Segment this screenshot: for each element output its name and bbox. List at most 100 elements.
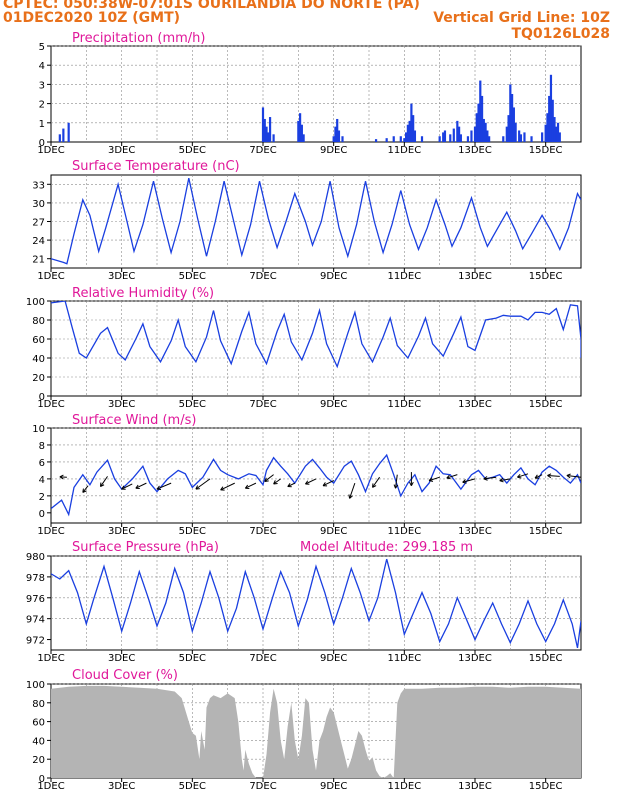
wind-vector [499, 478, 511, 482]
precip-ytick-label: 1 [39, 119, 45, 130]
wind-vector [322, 480, 334, 487]
wind-vector [428, 476, 440, 482]
wind-vector [349, 482, 356, 499]
precip-bar [544, 124, 547, 142]
wind-vector [100, 476, 108, 487]
wind-vector [534, 474, 543, 479]
precip-bar [392, 136, 395, 142]
precip-bar [405, 132, 408, 142]
wind-vector [372, 476, 381, 488]
grid-line-note: Vertical Grid Line: 10Z [433, 10, 610, 26]
precip-bar [336, 118, 339, 142]
pres-ytick-label: 978 [26, 573, 45, 584]
precip-bar [337, 130, 341, 142]
wind-vector-head [99, 482, 105, 487]
rh-ytick-label: 100 [26, 297, 45, 308]
precip-bar [549, 74, 553, 142]
wind-line [51, 453, 581, 517]
precip-bar [480, 95, 484, 142]
precip-bar [477, 103, 480, 142]
wind-vector-head [547, 473, 552, 479]
temp-xtick-label: 3DEC [108, 271, 135, 282]
pres-ytick-label: 972 [26, 636, 45, 647]
precip-xtick-label: 13DEC [458, 145, 492, 156]
precip-bar [420, 136, 424, 142]
precip-bar [399, 136, 402, 142]
wind-vector [245, 482, 257, 489]
pres-xtick-label: 7DEC [249, 653, 276, 664]
wind-vector-head [322, 482, 328, 487]
chart-header: CPTEC: 050:38W-07:01S OURILANDIA DO NORT… [0, 0, 618, 46]
precip-xtick-label: 5DEC [179, 145, 206, 156]
precip-bar [473, 126, 477, 142]
precip-ytick-label: 2 [39, 100, 45, 111]
precip-bar [332, 136, 335, 142]
wind-vector-head [156, 485, 162, 490]
rh-xtick-label: 5DEC [179, 399, 206, 410]
precip-bar [558, 132, 561, 142]
wind-vector-head [305, 480, 310, 485]
wind-vector-head [59, 474, 64, 480]
precip-bar [67, 122, 70, 142]
wind-ytick-label: 10 [32, 424, 45, 435]
wind-vector-head [428, 477, 434, 482]
pres-title: Surface Pressure (hPa) [72, 540, 219, 555]
precip-bar [413, 130, 417, 142]
temp-xtick-label: 7DEC [249, 271, 276, 282]
precip-ytick-label: 0 [39, 138, 45, 149]
temp-panel: 21 24 27 30 33 1DEC 3DEC 5DEC 7DEC 9DEC 11DEC 13DEC… [32, 159, 582, 282]
precip-bar [518, 130, 521, 142]
precip-bar [58, 134, 61, 142]
precip-bar [406, 124, 409, 142]
precip-bar [443, 130, 447, 142]
cloud-xtick-label: 13DEC [458, 781, 492, 792]
precip-bar [272, 134, 275, 142]
precip-bar [268, 117, 272, 142]
precip-xtick-label: 11DEC [387, 145, 421, 156]
precip-bar [261, 107, 265, 142]
pres-data [51, 558, 581, 649]
precip-bar [514, 122, 517, 142]
wind-xtick-label: 5DEC [179, 526, 206, 537]
precip-bar [484, 122, 487, 142]
wind-vector-head [135, 484, 140, 489]
precip-bar [403, 138, 406, 142]
precip-bar [548, 95, 551, 142]
wind-vector [446, 474, 458, 479]
temp-ytick-label: 24 [32, 236, 45, 247]
wind-ytick-label: 4 [39, 475, 45, 486]
cloud-xtick-label: 1DEC [37, 781, 64, 792]
rh-line [51, 301, 581, 369]
wind-xtick-label: 3DEC [108, 526, 135, 537]
wind-vector-head [462, 479, 467, 484]
wind-panel: 0 2 4 6 8 10 1DEC 3DEC 5DEC 7DEC 9DEC 11DEC 13DEC 15D… [32, 413, 582, 537]
precip-bar [475, 113, 478, 142]
temp-ytick-label: 27 [32, 218, 45, 229]
pres-ytick-label: 976 [26, 594, 45, 605]
temp-data [51, 177, 581, 265]
temp-xtick-label: 9DEC [320, 271, 347, 282]
rh-data [51, 301, 581, 369]
wind-vector [195, 478, 211, 490]
wind-xtick-label: 7DEC [249, 526, 276, 537]
wind-vector-head [393, 484, 399, 489]
pres-annotation: Model Altitude: 299.185 m [300, 540, 473, 555]
cloud-ytick-label: 60 [32, 718, 45, 729]
wind-xtick-label: 15DEC [529, 526, 563, 537]
wind-vector [566, 475, 581, 478]
precip-bar [482, 118, 485, 142]
precip-bar [523, 132, 526, 142]
cloud-xtick-label: 9DEC [320, 781, 347, 792]
precip-ytick-label: 4 [39, 61, 45, 72]
rh-ytick-label: 80 [32, 316, 45, 327]
temp-ytick-label: 30 [32, 199, 45, 210]
rh-title: Relative Humidity (%) [72, 286, 214, 301]
pres-panel: 972 974 976 978 980 1DEC 3DEC 5DEC 7DEC 9DEC 11DEC… [26, 540, 582, 664]
wind-vector-head [517, 473, 522, 479]
rh-panel: 0 20 40 60 80 100 1DEC 3DEC 5DEC 7DEC 9DEC 11DEC 13D… [26, 286, 582, 410]
wind-frame [50, 427, 582, 524]
wind-xtick-label: 9DEC [320, 526, 347, 537]
precip-bar [299, 113, 302, 142]
wind-ytick-label: 0 [39, 509, 45, 520]
